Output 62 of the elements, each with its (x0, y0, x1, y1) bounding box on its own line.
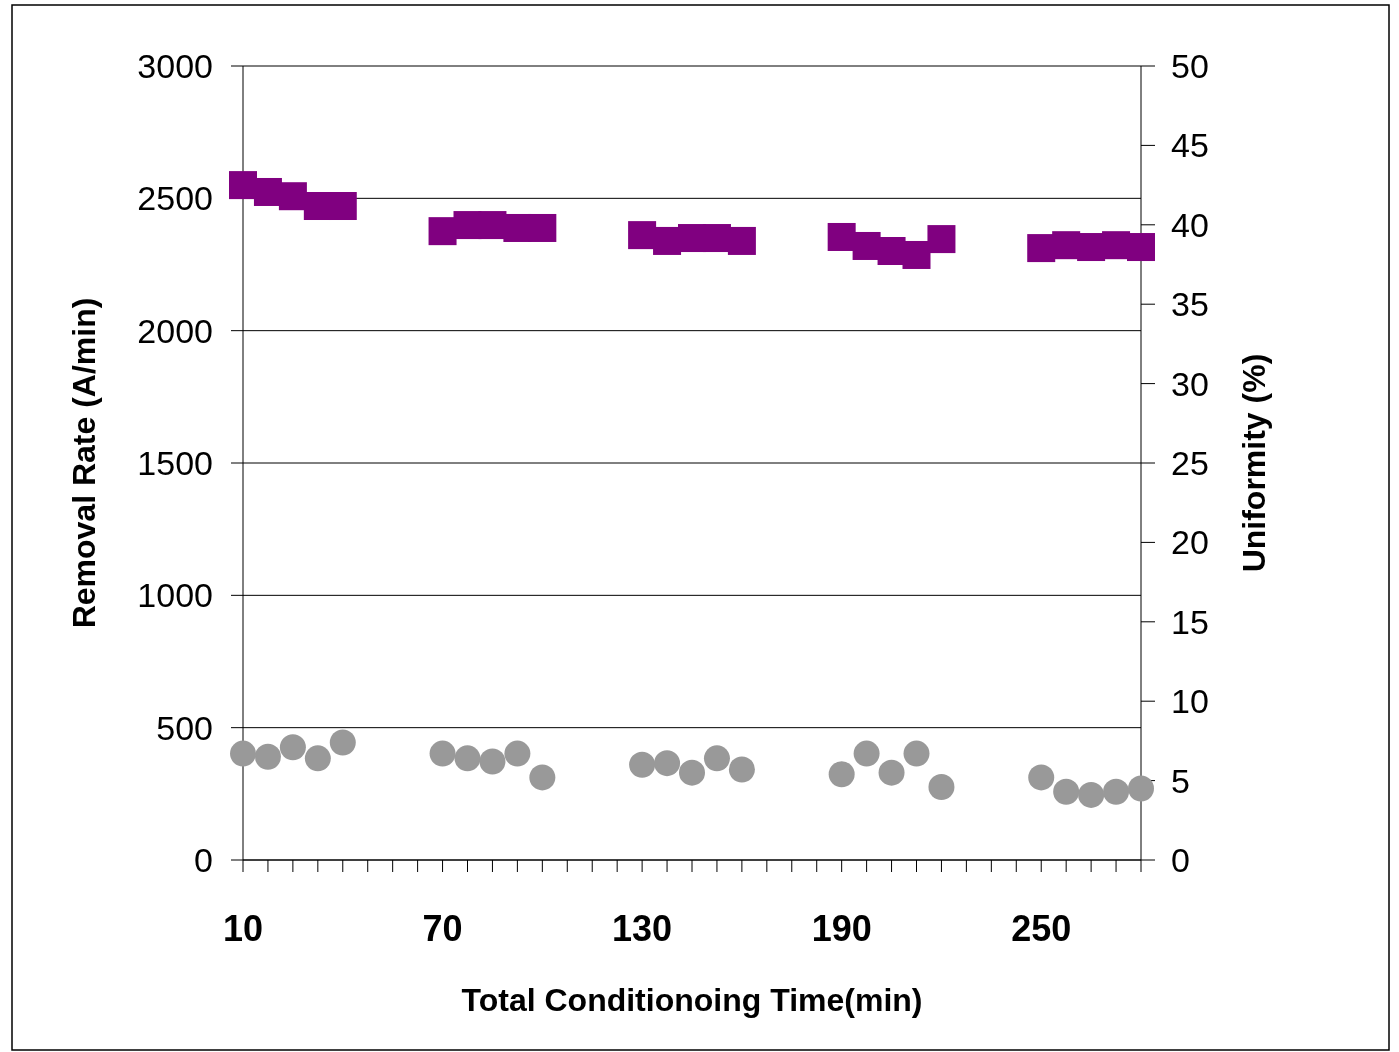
x-tick-label: 190 (811, 907, 872, 949)
x-tick-label: 130 (612, 907, 673, 949)
y2-tick-label: 25 (1171, 443, 1209, 482)
y-tick-label: 1000 (137, 576, 213, 615)
x-tick-label: 250 (1011, 907, 1072, 949)
point (279, 734, 306, 761)
y2-axis-title: Uniformity (%) (1236, 353, 1273, 573)
point (828, 761, 855, 788)
y2-tick-label: 45 (1171, 126, 1209, 165)
y-tick-label: 1500 (137, 443, 213, 482)
y2-tick-label: 5 (1171, 761, 1190, 800)
point (1078, 781, 1105, 808)
point (703, 745, 730, 772)
point (504, 740, 531, 767)
point (479, 748, 506, 775)
x-axis-title: Total Conditionoing Time(min) (461, 982, 923, 1019)
point (654, 750, 681, 777)
point (1127, 233, 1155, 262)
point (903, 740, 930, 767)
point (628, 221, 657, 250)
point (1027, 234, 1056, 263)
y-axis-title: Removal Rate (A/min) (66, 297, 103, 629)
x-tick-label: 70 (422, 907, 463, 949)
point (454, 745, 481, 772)
point (1103, 778, 1130, 805)
point (254, 743, 281, 770)
point (304, 745, 331, 772)
point (329, 729, 356, 756)
y2-tick-label: 0 (1171, 840, 1190, 879)
y-tick-label: 2000 (137, 311, 213, 350)
point (428, 217, 457, 246)
point (902, 240, 931, 269)
point (1028, 764, 1055, 791)
point (328, 192, 357, 221)
point (1053, 778, 1080, 805)
point (853, 740, 880, 767)
y2-tick-label: 20 (1171, 523, 1209, 562)
point (927, 225, 956, 254)
y2-tick-label: 40 (1171, 205, 1209, 244)
point (728, 756, 755, 783)
point (229, 171, 257, 200)
y-tick-label: 500 (156, 708, 213, 747)
point (827, 222, 856, 251)
y2-tick-label: 35 (1171, 285, 1209, 324)
point (727, 226, 756, 255)
y2-tick-label: 50 (1171, 46, 1209, 85)
point (429, 740, 456, 767)
point (1128, 775, 1154, 802)
point (230, 740, 256, 767)
point (878, 759, 905, 786)
y-tick-label: 0 (194, 840, 213, 879)
y-tick-label: 2500 (137, 179, 213, 218)
y2-tick-label: 10 (1171, 682, 1209, 721)
y2-tick-label: 30 (1171, 364, 1209, 403)
point (528, 213, 557, 242)
y-tick-label: 3000 (137, 46, 213, 85)
point (529, 764, 556, 791)
x-tick-label: 10 (222, 907, 264, 949)
y2-tick-label: 15 (1171, 602, 1209, 641)
point (928, 773, 955, 800)
point (679, 759, 705, 786)
point (629, 751, 656, 778)
